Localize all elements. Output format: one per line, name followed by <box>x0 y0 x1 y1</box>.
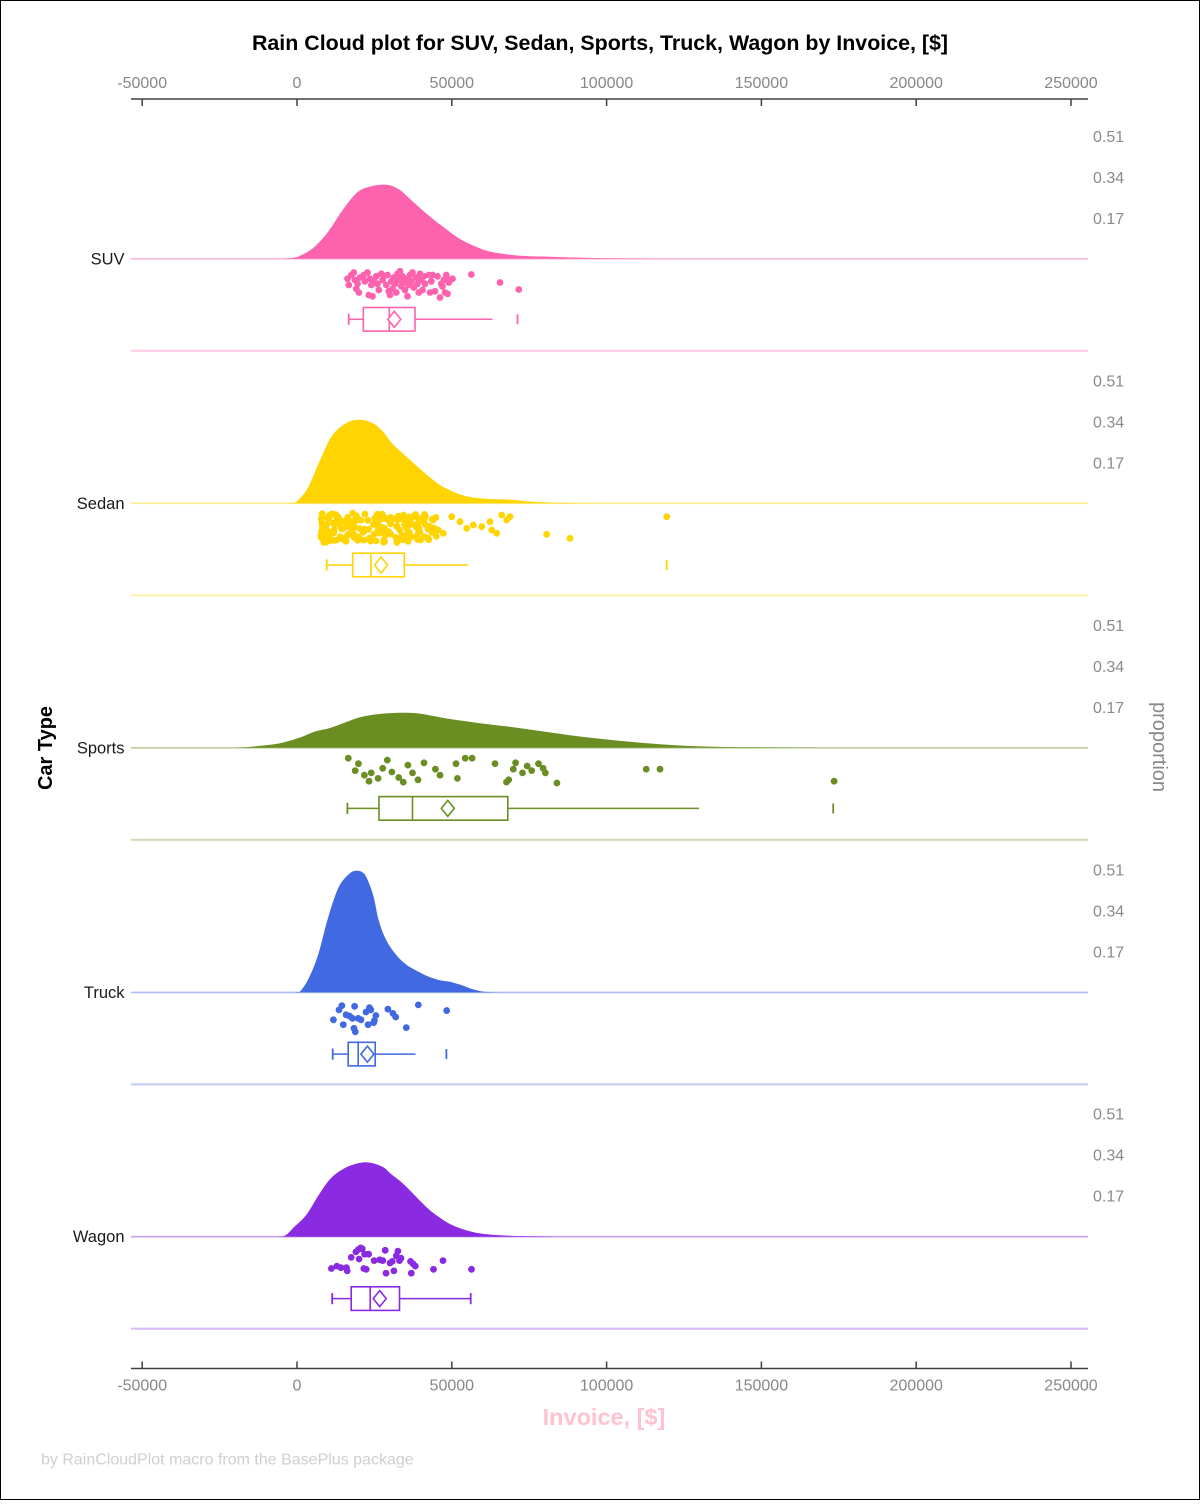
svg-text:0.17: 0.17 <box>1093 944 1124 961</box>
svg-text:-50000: -50000 <box>117 1378 167 1395</box>
svg-text:Sedan: Sedan <box>77 495 125 513</box>
svg-text:proportion: proportion <box>1148 702 1170 792</box>
svg-text:100000: 100000 <box>580 1378 633 1395</box>
svg-text:0: 0 <box>293 75 302 92</box>
svg-text:0.17: 0.17 <box>1093 1189 1124 1206</box>
svg-text:0.34: 0.34 <box>1093 170 1124 187</box>
svg-text:Sports: Sports <box>77 739 125 757</box>
svg-text:0.51: 0.51 <box>1093 1107 1124 1124</box>
svg-text:0.51: 0.51 <box>1093 373 1124 390</box>
svg-text:250000: 250000 <box>1044 1378 1097 1395</box>
svg-text:0.51: 0.51 <box>1093 862 1124 879</box>
svg-text:50000: 50000 <box>430 75 475 92</box>
svg-text:0.34: 0.34 <box>1093 1148 1124 1165</box>
svg-text:200000: 200000 <box>890 1378 943 1395</box>
svg-text:0.34: 0.34 <box>1093 659 1124 676</box>
svg-text:0.17: 0.17 <box>1093 211 1124 228</box>
svg-text:200000: 200000 <box>890 75 943 92</box>
svg-text:250000: 250000 <box>1044 75 1097 92</box>
svg-text:-50000: -50000 <box>117 75 167 92</box>
svg-text:Wagon: Wagon <box>73 1228 125 1246</box>
svg-text:0.51: 0.51 <box>1093 129 1124 146</box>
svg-text:0.17: 0.17 <box>1093 455 1124 472</box>
svg-text:SUV: SUV <box>91 250 125 268</box>
svg-text:0.34: 0.34 <box>1093 414 1124 431</box>
svg-text:0.34: 0.34 <box>1093 903 1124 920</box>
svg-text:150000: 150000 <box>735 1378 788 1395</box>
svg-text:0: 0 <box>293 1378 302 1395</box>
svg-text:0.17: 0.17 <box>1093 700 1124 717</box>
svg-text:Rain Cloud plot for SUV, Sedan: Rain Cloud plot for SUV, Sedan, Sports, … <box>252 31 948 55</box>
svg-text:Car Type: Car Type <box>35 706 57 790</box>
svg-text:150000: 150000 <box>735 75 788 92</box>
svg-text:by RainCloudPlot macro from th: by RainCloudPlot macro from the BasePlus… <box>41 1452 414 1469</box>
svg-text:50000: 50000 <box>430 1378 475 1395</box>
svg-text:0.51: 0.51 <box>1093 618 1124 635</box>
svg-text:100000: 100000 <box>580 75 633 92</box>
svg-text:Truck: Truck <box>84 984 125 1002</box>
svg-text:Invoice, [$]: Invoice, [$] <box>543 1404 666 1430</box>
